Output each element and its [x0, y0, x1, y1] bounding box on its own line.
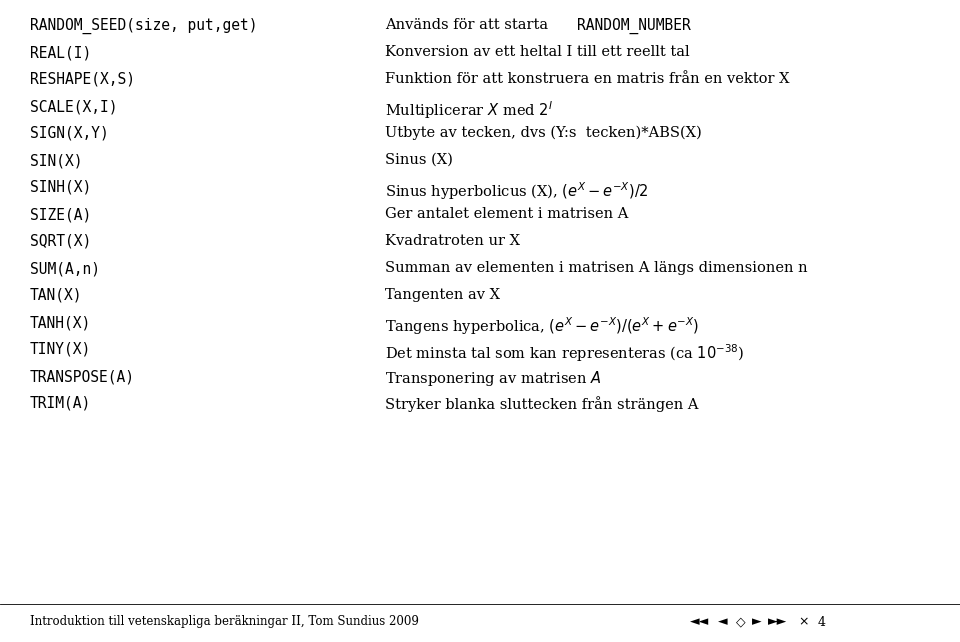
Text: SIN(X): SIN(X): [30, 153, 83, 168]
Text: Kvadratroten ur X: Kvadratroten ur X: [385, 234, 520, 248]
Text: SINH(X): SINH(X): [30, 180, 91, 195]
Text: TAN(X): TAN(X): [30, 288, 83, 303]
Text: Sinus (X): Sinus (X): [385, 153, 453, 167]
Text: Multiplicerar $X$ med $2^I$: Multiplicerar $X$ med $2^I$: [385, 99, 553, 121]
Text: ◄◄: ◄◄: [690, 616, 709, 629]
Text: Stryker blanka sluttecken från strängen A: Stryker blanka sluttecken från strängen …: [385, 396, 699, 412]
Text: ◇: ◇: [736, 616, 746, 629]
Text: SIZE(A): SIZE(A): [30, 207, 91, 222]
Text: SUM(A,n): SUM(A,n): [30, 261, 100, 276]
Text: TINY(X): TINY(X): [30, 342, 91, 357]
Text: Det minsta tal som kan representeras (ca $10^{-38}$): Det minsta tal som kan representeras (ca…: [385, 342, 744, 364]
Text: Utbyte av tecken, dvs (Y:s  tecken)*ABS(X): Utbyte av tecken, dvs (Y:s tecken)*ABS(X…: [385, 126, 702, 141]
Text: Konversion av ett heltal I till ett reellt tal: Konversion av ett heltal I till ett reel…: [385, 45, 689, 59]
Text: Tangenten av X: Tangenten av X: [385, 288, 500, 302]
Text: SCALE(X,I): SCALE(X,I): [30, 99, 117, 114]
Text: 4: 4: [818, 616, 826, 629]
Text: Transponering av matrisen $A$: Transponering av matrisen $A$: [385, 369, 602, 388]
Text: SQRT(X): SQRT(X): [30, 234, 91, 249]
Text: ►►: ►►: [768, 616, 787, 629]
Text: ×: ×: [798, 616, 808, 629]
Text: Summan av elementen i matrisen A längs dimensionen n: Summan av elementen i matrisen A längs d…: [385, 261, 807, 275]
Text: REAL(I): REAL(I): [30, 45, 91, 60]
Text: TRIM(A): TRIM(A): [30, 396, 91, 411]
Text: RANDOM_SEED(size, put,get): RANDOM_SEED(size, put,get): [30, 18, 257, 34]
Text: SIGN(X,Y): SIGN(X,Y): [30, 126, 108, 141]
Text: TANH(X): TANH(X): [30, 315, 91, 330]
Text: Sinus hyperbolicus (X), $(e^X - e^{-X})/2$: Sinus hyperbolicus (X), $(e^X - e^{-X})/…: [385, 180, 648, 202]
Text: Introduktion till vetenskapliga beräkningar II, Tom Sundius 2009: Introduktion till vetenskapliga beräknin…: [30, 616, 419, 629]
Text: Tangens hyperbolica, $(e^X - e^{-X})/(e^X + e^{-X})$: Tangens hyperbolica, $(e^X - e^{-X})/(e^…: [385, 315, 699, 336]
Text: Ger antalet element i matrisen A: Ger antalet element i matrisen A: [385, 207, 629, 221]
Text: RANDOM_NUMBER: RANDOM_NUMBER: [577, 18, 691, 34]
Text: Används för att starta: Används för att starta: [385, 18, 553, 32]
Text: Funktion för att konstruera en matris från en vektor X: Funktion för att konstruera en matris fr…: [385, 72, 789, 86]
Text: TRANSPOSE(A): TRANSPOSE(A): [30, 369, 135, 384]
Text: ►: ►: [752, 616, 761, 629]
Text: RESHAPE(X,S): RESHAPE(X,S): [30, 72, 135, 87]
Text: ◄: ◄: [718, 616, 728, 629]
